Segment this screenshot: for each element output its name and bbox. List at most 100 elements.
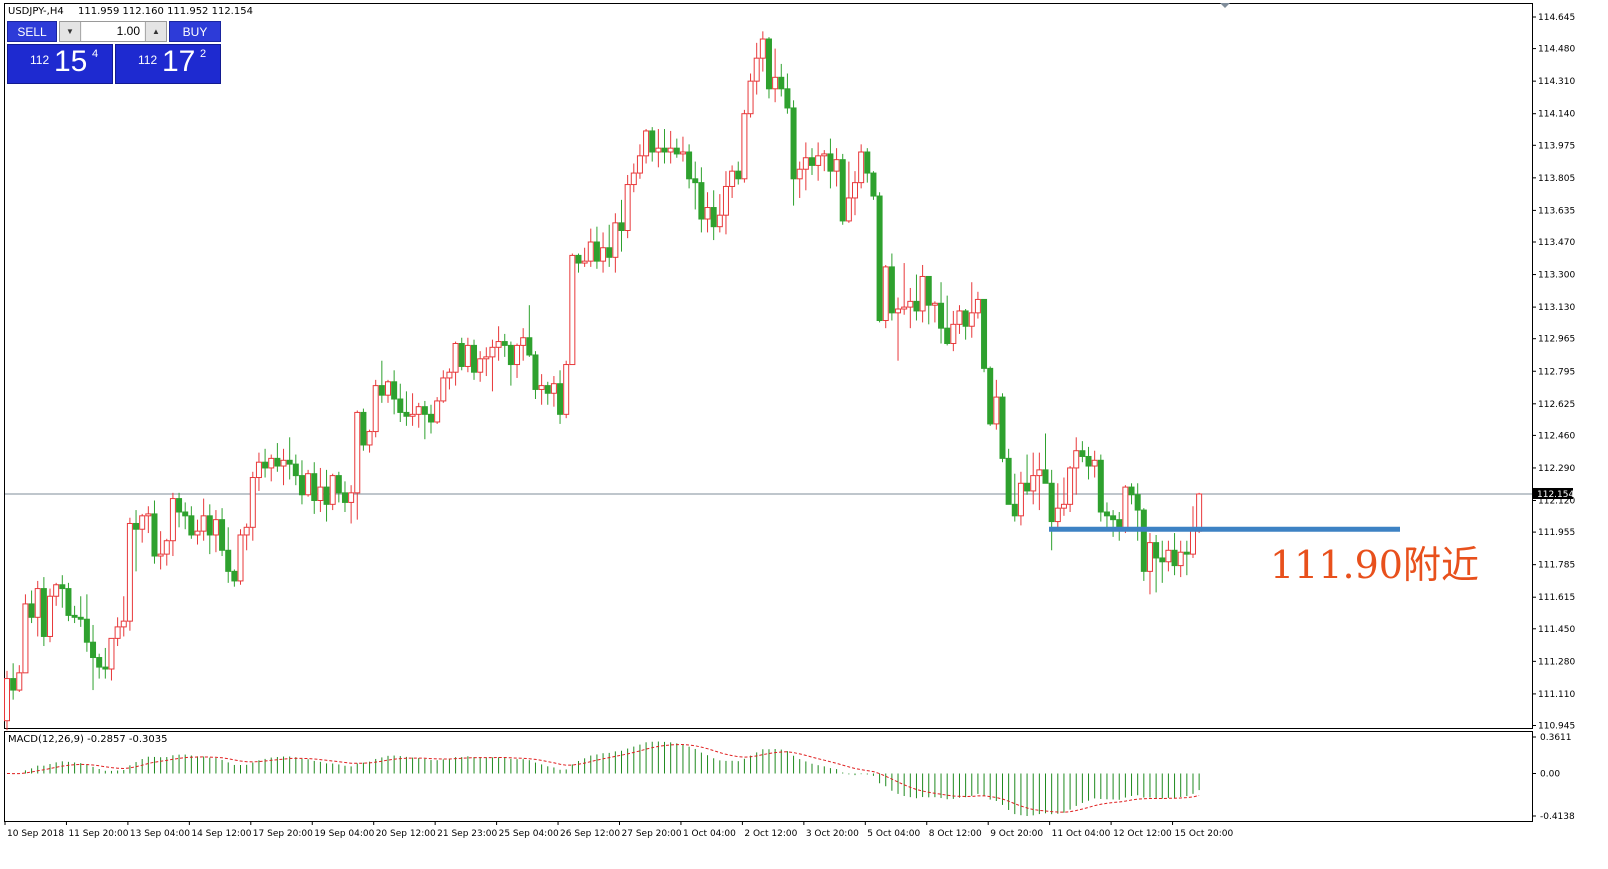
candle [710,190,717,241]
candle [16,665,23,692]
buy-price-pip: 2 [200,48,207,60]
candle [612,213,619,273]
buy-button[interactable]: BUY [169,21,221,42]
candle [956,305,963,334]
candle [1177,540,1184,578]
time-tick-label: 21 Sep 23:00 [437,829,497,839]
sell-price-box[interactable]: 112 15 4 [7,44,113,84]
candle [735,161,742,185]
candle [249,471,256,541]
candle [163,538,170,566]
candle [907,287,914,329]
price-tick-label: 114.480 [1538,45,1575,55]
macd-axis: 0.3611 0.00 -0.4138 [1532,733,1575,822]
candle [544,381,551,405]
candle [808,148,815,175]
candle [96,653,103,679]
candle [1042,433,1049,484]
price-tick-label: 110.945 [1538,722,1575,732]
candle [532,351,539,400]
time-tick-label: 19 Sep 04:00 [314,829,374,839]
candle [593,226,600,269]
candle [409,393,416,426]
candle [888,253,895,321]
candle [219,508,226,557]
chevron-down-icon[interactable]: ▼ [60,22,81,41]
sell-button[interactable]: SELL [7,21,57,42]
price-tick-label: 114.140 [1538,110,1575,120]
candle [1165,540,1172,572]
candle [821,150,828,172]
candle [415,402,422,428]
candle [722,171,729,235]
candle [397,383,404,422]
lot-size-input[interactable]: 1.00 [82,22,144,41]
chart-shift-marker-icon[interactable] [1220,3,1230,8]
candle [280,448,287,486]
macd-tick-label: 0.00 [1540,770,1560,780]
candle [827,138,834,189]
candle [1036,452,1043,511]
candle [950,310,957,352]
candle [176,492,183,528]
candle [981,298,988,373]
macd-label: MACD(12,26,9) -0.2857 -0.3035 [8,734,168,745]
current-price-label: 112.154 [1537,490,1574,500]
candle [464,337,471,373]
candle [28,590,35,624]
candle [446,368,453,390]
candle [692,161,699,210]
candle [120,596,127,637]
candle [667,130,674,164]
candle [262,448,269,478]
candle [747,73,754,118]
candle [624,174,631,239]
time-tick-label: 12 Oct 12:00 [1113,829,1172,839]
candle [384,379,391,403]
one-click-trading-panel: SELL ▼ 1.00 ▲ BUY 112 15 4 112 17 2 [7,20,221,84]
sell-price-main: 15 [54,45,88,78]
signal-line [6,743,1200,813]
candle [858,144,865,189]
candle [507,341,514,386]
time-tick-label: 26 Sep 12:00 [560,829,620,839]
candle [538,374,545,405]
time-tick-label: 14 Sep 12:00 [191,829,251,839]
candle [378,360,385,403]
candle [169,492,176,557]
candle [1030,452,1037,505]
candle [600,232,607,273]
candle [557,370,564,424]
candle [1054,483,1061,528]
macd-signal-line [6,743,1200,813]
candle [225,527,232,583]
candle [895,297,902,361]
candle [1079,441,1086,463]
chevron-up-icon[interactable]: ▲ [145,22,166,41]
candle [483,347,490,377]
candle [1128,483,1135,505]
candle [1140,508,1147,581]
candle [354,410,361,520]
candle [212,510,219,553]
price-tick-label: 114.645 [1538,13,1575,23]
price-tick-label: 111.110 [1538,690,1575,700]
buy-price-box[interactable]: 112 17 2 [115,44,221,84]
time-tick-label: 10 Sep 2018 [7,829,64,839]
price-tick-label: 112.290 [1538,464,1575,474]
candle [1067,466,1074,512]
candle [655,129,662,168]
candle [765,37,772,99]
candle [526,305,533,357]
candle [1085,446,1092,480]
time-tick-label: 25 Sep 04:00 [499,829,559,839]
candle [661,129,668,164]
candle [944,295,951,346]
candle [630,163,637,193]
price-tick-label: 111.280 [1538,657,1575,667]
candle [1097,454,1104,522]
lot-size-stepper[interactable]: ▼ 1.00 ▲ [59,21,167,42]
candle [796,161,803,198]
candle [237,529,244,585]
